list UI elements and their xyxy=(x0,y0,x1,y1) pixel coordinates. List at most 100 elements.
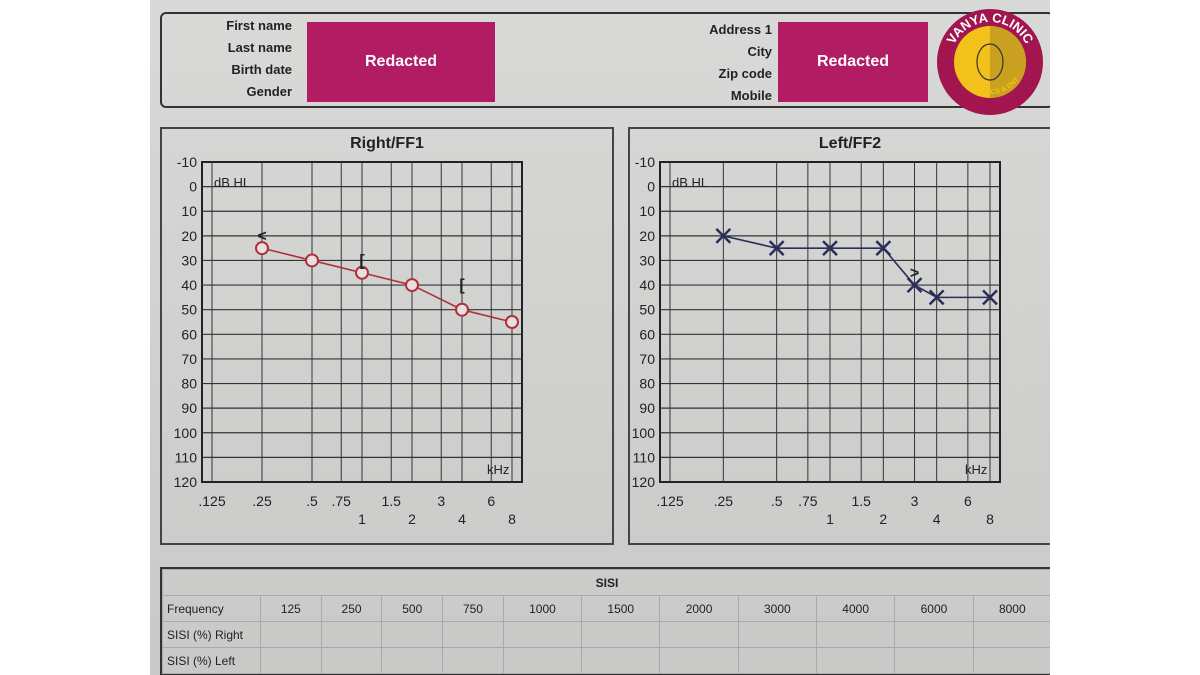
sisi-cell[interactable] xyxy=(260,621,322,648)
bone-conduction-point: < xyxy=(257,228,266,245)
y-tick-label: -10 xyxy=(177,154,197,170)
audiogram-photo: First name Last name Birth date Gender R… xyxy=(150,0,1050,675)
sisi-frequency: 125 xyxy=(260,595,322,622)
x-tick-label: .75 xyxy=(798,493,818,509)
sisi-cell[interactable] xyxy=(894,621,974,648)
right-chart-title: Right/FF1 xyxy=(350,135,424,152)
x-axis-label: kHz xyxy=(965,462,987,477)
redacted-patient-name: Redacted xyxy=(307,22,495,102)
x-tick-label: 3 xyxy=(911,493,919,509)
x-tick-label: 4 xyxy=(933,511,941,527)
right-ear-panel: Right/FF1 -10 0 10 20 30 40 50 60 70 80 90 100 110 12… xyxy=(160,127,614,545)
sisi-cell[interactable] xyxy=(894,647,974,674)
sisi-cell[interactable] xyxy=(581,647,661,674)
sisi-cell[interactable] xyxy=(320,647,383,674)
y-tick-label: 10 xyxy=(181,203,197,219)
sisi-cell[interactable] xyxy=(815,621,896,648)
sisi-cell[interactable] xyxy=(737,647,818,674)
sisi-cell[interactable] xyxy=(442,647,504,674)
y-tick-label: 30 xyxy=(639,252,655,268)
sisi-frequency: 500 xyxy=(381,595,444,622)
air-conduction-point xyxy=(405,278,419,293)
y-tick-label: 110 xyxy=(175,449,198,465)
x-axis-label: kHz xyxy=(487,462,509,477)
y-tick-label: 40 xyxy=(181,277,197,293)
sisi-cell[interactable] xyxy=(659,621,739,648)
bone-conduction-point: [ xyxy=(359,252,365,269)
y-tick-label: 60 xyxy=(181,326,197,342)
sisi-cell[interactable] xyxy=(260,647,322,674)
x-tick-label: 8 xyxy=(508,511,516,527)
sisi-frequency: 8000 xyxy=(972,595,1050,622)
y-tick-label: 120 xyxy=(174,474,198,490)
sisi-cell[interactable] xyxy=(581,621,661,648)
x-tick-label: .125 xyxy=(656,493,683,509)
air-conduction-point xyxy=(982,289,998,306)
air-conduction-point xyxy=(455,302,469,317)
y-tick-label: 100 xyxy=(632,425,656,441)
air-conduction-point xyxy=(928,289,945,306)
left-ear-panel: Left/FF2 -10 0 10 20 30 40 50 60 70 80 90 100 110 120… xyxy=(628,127,1050,545)
gender-label: Gender xyxy=(246,84,292,99)
y-tick-label: 0 xyxy=(189,179,197,195)
sisi-cell[interactable] xyxy=(442,621,504,648)
air-conduction-point xyxy=(822,240,838,257)
sisi-table: SISI Frequency 125 250 500 750 1000 1500 2000 30… xyxy=(160,567,1050,675)
y-tick-label: 90 xyxy=(639,400,655,416)
sisi-cell[interactable] xyxy=(972,621,1050,648)
y-tick-label: 50 xyxy=(181,302,197,318)
air-conduction-point xyxy=(505,315,519,329)
frequency-label: Frequency xyxy=(162,595,261,622)
sisi-cell[interactable] xyxy=(659,647,739,674)
birth-date-label: Birth date xyxy=(231,62,292,77)
x-tick-label: .5 xyxy=(306,493,318,509)
x-tick-label: 6 xyxy=(964,493,972,509)
sisi-frequency: 6000 xyxy=(894,595,974,622)
air-conduction-point xyxy=(875,240,892,257)
sisi-frequency: 2000 xyxy=(659,595,739,622)
y-tick-label: -10 xyxy=(635,154,655,170)
clinic-logo: VANYA CLINIC AESTHETICS & ENT xyxy=(937,9,1043,115)
y-tick-label: 110 xyxy=(633,449,656,465)
city-label: City xyxy=(747,44,772,59)
air-conduction-point xyxy=(305,253,319,268)
y-tick-label: 80 xyxy=(639,376,655,392)
y-tick-label: 70 xyxy=(639,351,655,367)
sisi-right-label: SISI (%) Right xyxy=(162,621,261,648)
sisi-cell[interactable] xyxy=(972,647,1050,674)
bone-conduction-point: > xyxy=(910,265,919,282)
left-audiogram: -10 0 10 20 30 40 50 60 70 80 90 100 110 120 dB HL kHz.… xyxy=(632,154,1001,527)
y-tick-label: 0 xyxy=(647,179,655,195)
sisi-cell[interactable] xyxy=(381,647,444,674)
threshold-line xyxy=(261,247,513,323)
x-tick-label: 1.5 xyxy=(851,493,871,509)
sisi-cell[interactable] xyxy=(381,621,444,648)
y-tick-label: 90 xyxy=(181,400,197,416)
x-tick-label: 8 xyxy=(986,511,994,527)
sisi-cell[interactable] xyxy=(502,647,583,674)
y-tick-label: 20 xyxy=(181,228,197,244)
y-axis-label: dB HL xyxy=(214,175,250,190)
address-label: Address 1 xyxy=(709,22,772,37)
right-audiogram: -10 0 10 20 30 40 50 60 70 80 90 100 110 120 dB HL kHz.… xyxy=(174,154,523,527)
air-conduction-point xyxy=(255,241,269,256)
zip-code-label: Zip code xyxy=(718,66,772,81)
air-conduction-point xyxy=(715,227,732,244)
x-tick-label: .5 xyxy=(771,493,783,509)
sisi-cell[interactable] xyxy=(502,621,583,648)
patient-info-box: First name Last name Birth date Gender R… xyxy=(160,12,1050,108)
y-tick-label: 50 xyxy=(639,302,655,318)
sisi-cell[interactable] xyxy=(320,621,383,648)
sisi-left-label: SISI (%) Left xyxy=(162,647,261,674)
sisi-cell[interactable] xyxy=(815,647,896,674)
x-tick-label: 2 xyxy=(408,511,416,527)
x-tick-label: 2 xyxy=(879,511,887,527)
x-tick-label: .75 xyxy=(332,493,352,509)
x-tick-label: 1 xyxy=(826,511,834,527)
x-tick-label: 3 xyxy=(437,493,445,509)
sisi-cell[interactable] xyxy=(737,621,818,648)
sisi-frequency: 1500 xyxy=(581,595,661,622)
y-tick-label: 100 xyxy=(174,425,198,441)
first-name-label: First name xyxy=(226,18,292,33)
sisi-frequency: 1000 xyxy=(502,595,583,622)
